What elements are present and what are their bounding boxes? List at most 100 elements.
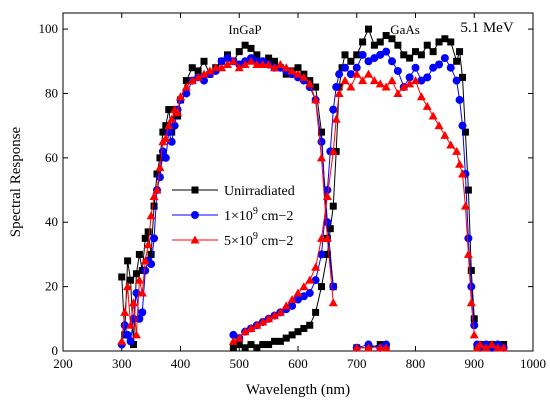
data-point bbox=[359, 38, 367, 46]
data-point bbox=[455, 95, 464, 104]
legend-entry: 5×109 cm−2 bbox=[172, 231, 293, 249]
data-point bbox=[382, 32, 390, 40]
data-point bbox=[329, 105, 338, 114]
data-point bbox=[323, 186, 332, 195]
data-point bbox=[459, 73, 466, 81]
data-point bbox=[452, 146, 462, 155]
data-point bbox=[376, 50, 385, 59]
data-point bbox=[205, 66, 215, 75]
data-point bbox=[150, 234, 159, 243]
data-point bbox=[120, 307, 130, 316]
data-point bbox=[129, 298, 138, 307]
data-point bbox=[328, 146, 338, 155]
data-point bbox=[322, 233, 332, 242]
data-point bbox=[453, 57, 461, 65]
data-point bbox=[235, 48, 243, 56]
data-point bbox=[161, 134, 171, 143]
data-point bbox=[223, 60, 232, 69]
data-point bbox=[288, 301, 297, 310]
data-point bbox=[469, 330, 479, 339]
data-point bbox=[155, 163, 165, 172]
data-point bbox=[181, 82, 191, 91]
data-point bbox=[173, 108, 183, 117]
x-tick-label: 700 bbox=[347, 356, 367, 371]
data-point bbox=[388, 57, 396, 66]
series-1 bbox=[118, 25, 508, 352]
data-point bbox=[235, 341, 243, 349]
data-point bbox=[153, 170, 161, 178]
data-point bbox=[126, 337, 135, 346]
data-point bbox=[150, 202, 158, 210]
data-point bbox=[428, 111, 438, 120]
data-point bbox=[429, 63, 438, 72]
data-point bbox=[317, 137, 326, 146]
legend-label: 5×109 cm−2 bbox=[224, 231, 293, 249]
data-point bbox=[252, 320, 262, 329]
data-point bbox=[429, 48, 437, 56]
legend-entry: 1×109 cm−2 bbox=[172, 206, 293, 224]
x-tick-label: 800 bbox=[406, 356, 426, 371]
data-point bbox=[305, 79, 315, 88]
data-point bbox=[332, 147, 340, 155]
data-point bbox=[270, 63, 279, 72]
data-point bbox=[455, 159, 465, 168]
data-point bbox=[435, 38, 443, 46]
data-point bbox=[305, 289, 314, 298]
data-point bbox=[322, 191, 332, 200]
data-point bbox=[412, 48, 419, 56]
data-point bbox=[369, 76, 379, 85]
data-point bbox=[352, 343, 362, 352]
legend: Unirradiated 1×109 cm−2 5×109 cm−2 bbox=[172, 184, 295, 249]
data-point bbox=[155, 173, 164, 182]
data-point bbox=[234, 333, 244, 342]
data-point bbox=[211, 63, 221, 72]
data-point bbox=[217, 57, 226, 66]
y-tick-label: 80 bbox=[45, 85, 58, 100]
data-point bbox=[326, 225, 334, 233]
data-point bbox=[393, 88, 403, 97]
data-point bbox=[194, 67, 202, 75]
data-point bbox=[463, 249, 473, 258]
data-point bbox=[467, 267, 475, 275]
data-point bbox=[147, 260, 156, 269]
data-point bbox=[127, 276, 135, 284]
data-point bbox=[271, 337, 278, 345]
data-point bbox=[400, 51, 408, 59]
data-point bbox=[358, 50, 367, 59]
data-point bbox=[146, 211, 156, 220]
data-point bbox=[375, 343, 385, 352]
data-point bbox=[299, 282, 309, 291]
data-point bbox=[311, 276, 320, 285]
data-point bbox=[335, 70, 344, 79]
data-point bbox=[294, 328, 302, 336]
data-point bbox=[306, 321, 314, 329]
data-point bbox=[200, 57, 208, 65]
data-point bbox=[143, 240, 153, 249]
y-tick-label: 100 bbox=[39, 21, 59, 36]
axis-ticks: 200 300 400 500 600 700 800 900 1000 0 20 40 60 80 100 bbox=[39, 13, 546, 371]
data-point bbox=[364, 57, 373, 66]
data-point bbox=[441, 35, 449, 43]
data-point bbox=[447, 38, 455, 46]
data-point bbox=[470, 321, 479, 330]
data-point bbox=[394, 41, 402, 49]
data-point bbox=[466, 298, 476, 307]
data-point bbox=[440, 130, 450, 139]
annotation-gaas: GaAs bbox=[390, 22, 420, 37]
data-point bbox=[124, 257, 132, 265]
series-line bbox=[233, 73, 475, 342]
data-point bbox=[228, 56, 238, 65]
data-point bbox=[134, 275, 144, 284]
data-point bbox=[241, 344, 249, 352]
data-point bbox=[264, 314, 274, 323]
data-point bbox=[123, 282, 133, 291]
data-point bbox=[287, 66, 297, 75]
data-point bbox=[423, 73, 432, 82]
data-point bbox=[388, 35, 396, 43]
data-point bbox=[318, 128, 325, 136]
data-point bbox=[137, 288, 147, 297]
data-point bbox=[393, 66, 402, 75]
data-point bbox=[252, 60, 262, 69]
data-point bbox=[167, 137, 176, 146]
data-point bbox=[293, 288, 303, 297]
